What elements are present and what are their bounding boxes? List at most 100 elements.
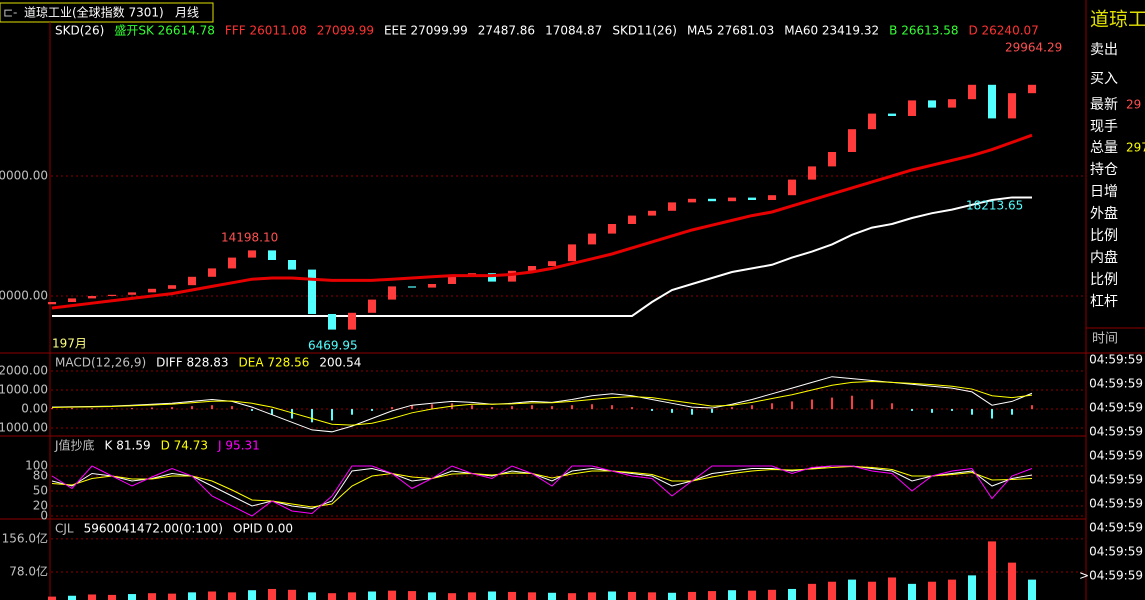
candle — [168, 285, 176, 289]
side-label: 比例 — [1090, 272, 1118, 288]
volume-bar — [128, 594, 136, 600]
macd-bar — [551, 406, 553, 410]
indicator-label: 27487.86 — [478, 24, 535, 38]
macd-bar — [731, 407, 733, 410]
indicator-label: SKD11(26) — [612, 24, 677, 38]
candle — [888, 113, 896, 116]
macd-bar — [851, 395, 853, 410]
candle — [968, 84, 976, 100]
indicator-label: J值抄底 — [54, 438, 95, 453]
side-label: 买入 — [1090, 71, 1118, 87]
candle — [328, 313, 336, 330]
macd-bar — [111, 408, 113, 410]
macd-bar — [211, 405, 213, 410]
candle — [428, 283, 436, 288]
volume-bar — [408, 591, 416, 600]
volume-bar — [328, 593, 336, 600]
volume-bar — [268, 588, 276, 600]
volume-bar — [688, 591, 696, 600]
macd-bar — [991, 409, 993, 419]
candle — [488, 273, 496, 282]
y-tick-label: 1000.00 — [0, 383, 48, 397]
macd-bar — [51, 408, 53, 410]
y-tick-label: 50 — [33, 484, 48, 498]
volume-bar — [528, 592, 536, 600]
d-line — [51, 465, 1033, 508]
macd-bar — [891, 403, 893, 410]
candle — [388, 286, 396, 300]
candle — [848, 129, 856, 152]
toolbar-title: 道琼工业(全球指数 7301) — [24, 5, 164, 20]
macd-bar — [311, 409, 313, 423]
macd-bar — [171, 407, 173, 410]
volume-bar — [228, 592, 236, 600]
macd-bar — [671, 409, 673, 413]
indicator-label: B 26613.58 — [889, 24, 958, 38]
volume-bar — [1008, 562, 1016, 600]
side-value: 29 — [1126, 98, 1141, 112]
indicator-label: K 81.59 — [105, 439, 151, 453]
time: 04:59:59 — [1089, 473, 1143, 487]
candle — [528, 265, 536, 271]
macd-bar — [1011, 409, 1013, 415]
indicator-label: MACD(12,26,9) — [55, 356, 146, 370]
volume-bar — [988, 541, 996, 600]
y-tick-label: 2000.00 — [0, 364, 48, 378]
candle — [88, 295, 96, 299]
side-label: 最新 — [1090, 97, 1118, 113]
volume-bar — [188, 592, 196, 600]
macd-bar — [251, 409, 253, 411]
candle — [288, 259, 296, 270]
volume-bar — [48, 596, 56, 600]
indicator-label: D 74.73 — [161, 439, 208, 453]
candle — [228, 257, 236, 269]
volume-bar — [628, 591, 636, 600]
volume-bar — [368, 591, 376, 600]
indicator-label: EEE 27099.99 — [384, 24, 468, 38]
volume-bar — [708, 591, 716, 600]
volume-bar — [548, 592, 556, 600]
candle — [368, 299, 376, 313]
macd-bar — [151, 407, 153, 410]
indicator-label: FFF 26011.08 — [225, 24, 307, 38]
volume-bar — [68, 595, 76, 600]
y-tick-label: 0.00 — [21, 402, 48, 416]
candle — [728, 197, 736, 202]
volume-bar — [828, 581, 836, 600]
volume-bar — [88, 594, 96, 600]
macd-bar — [331, 409, 333, 421]
volume-bar — [168, 593, 176, 600]
annotation: 6469.95 — [308, 339, 358, 353]
time: 04:59:59 — [1089, 425, 1143, 439]
side-label: 现手 — [1090, 119, 1118, 135]
title-box[interactable] — [0, 2, 214, 23]
macd-bar — [91, 408, 93, 410]
candle — [348, 312, 356, 330]
indicator-label: 200.54 — [319, 356, 361, 370]
macd-bar — [951, 409, 953, 411]
volume-bar — [968, 575, 976, 600]
macd-bar — [531, 405, 533, 410]
y-tick-label: 20000.00 — [0, 168, 48, 182]
volume-bar — [488, 591, 496, 600]
candle — [988, 84, 996, 119]
macd-bar — [231, 406, 233, 410]
time: 04:59:59 — [1089, 377, 1143, 391]
volume-bar — [388, 590, 396, 600]
volume-bar — [928, 581, 936, 600]
candle — [1008, 93, 1016, 119]
candle — [828, 151, 836, 167]
candle — [448, 275, 456, 284]
time: 04:59:59 — [1089, 401, 1143, 415]
volume-bar — [288, 589, 296, 600]
macd-bar — [611, 405, 613, 410]
macd-bar — [811, 399, 813, 410]
volume-bar — [888, 577, 896, 600]
toolbar-period[interactable]: 月线 — [175, 6, 199, 20]
macd-bar — [751, 405, 753, 410]
candle — [308, 269, 316, 314]
volume-bar — [908, 583, 916, 600]
candle — [688, 198, 696, 203]
side-label: 杠杆 — [1090, 294, 1118, 310]
annotation: 197月 — [52, 337, 87, 351]
